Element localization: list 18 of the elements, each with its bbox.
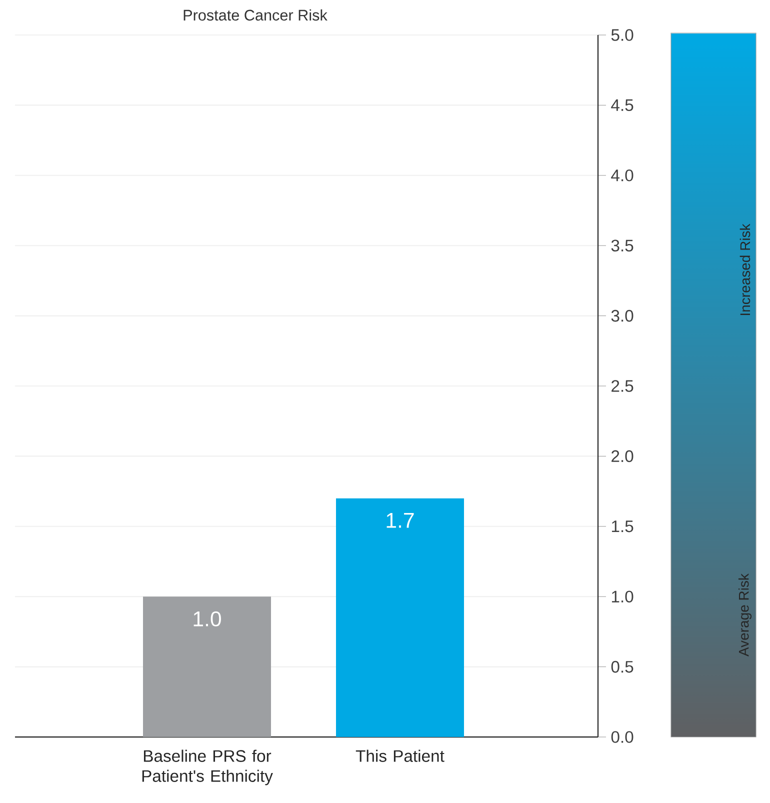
y-tick-label: 0.5 xyxy=(611,660,634,673)
text: Average Risk xyxy=(738,574,752,656)
y-tick-label: 1.5 xyxy=(612,520,634,532)
chart-title: Prostate Cancer Risk xyxy=(184,9,328,21)
x-tick-label: Baseline PRS for Patient's Ethnicity xyxy=(142,750,273,786)
y-tick-label: 4.0 xyxy=(611,170,634,182)
data-label: 1.0 xyxy=(194,611,221,626)
y-tick-label: 0.0 xyxy=(611,731,634,743)
data-label: 1.7 xyxy=(386,513,414,528)
x-tick-label: This Patient xyxy=(356,750,444,762)
y-tick-label: 5.0 xyxy=(611,29,634,41)
y-tick-label: 1.0 xyxy=(612,590,634,602)
y-tick-label: 3.5 xyxy=(611,240,634,252)
y-tick-label: 2.5 xyxy=(612,380,634,392)
y-tick-label: 2.0 xyxy=(612,450,634,462)
y-tick-label: 4.5 xyxy=(611,99,634,112)
text: Increased Risk xyxy=(740,224,750,315)
y-tick-label: 3.0 xyxy=(611,310,634,322)
